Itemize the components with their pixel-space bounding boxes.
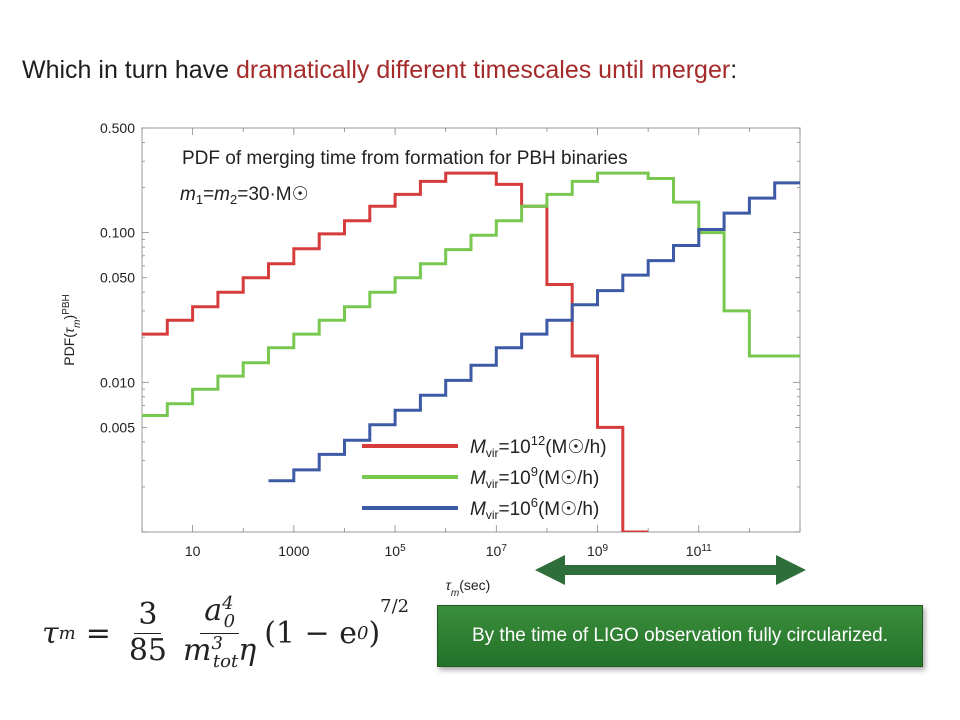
series-line-1 xyxy=(142,171,649,532)
formula-frac-den: m xyxy=(183,632,212,668)
series-line-3 xyxy=(268,181,800,483)
formula-exponent: 7/2 xyxy=(380,596,410,617)
title-prefix: Which in turn have xyxy=(22,56,236,84)
legend-label-3: Mvir=106(M☉/h) xyxy=(470,495,599,522)
series-line-2 xyxy=(142,171,800,417)
y-tick-label: 0.005 xyxy=(100,419,135,435)
y-axis-label: PDF(τm)PBH xyxy=(61,294,83,366)
series-group xyxy=(268,181,800,483)
formula-rest-sub: 0 xyxy=(356,622,369,644)
y-tick-label: 0.010 xyxy=(100,374,135,390)
y-tick-label: 0.050 xyxy=(100,270,135,286)
x-tick-label: 1000 xyxy=(278,543,309,559)
legend-label-2: Mvir=109(M☉/h) xyxy=(470,464,599,491)
series-group xyxy=(142,171,800,417)
series-group xyxy=(142,171,649,532)
slide-title: Which in turn have dramatically differen… xyxy=(22,56,737,85)
ligo-callout-box: By the time of LIGO observation fully ci… xyxy=(437,605,923,667)
y-tick-label: 0.500 xyxy=(100,120,135,136)
plot-frame xyxy=(141,127,801,533)
formula-lhs-sub: m xyxy=(58,622,76,644)
formula-frac-den-sup: 3 xyxy=(211,632,223,654)
formula-frac-num-sup: 4 xyxy=(222,593,234,614)
y-tick-label: 0.100 xyxy=(100,225,135,241)
x-tick-label: 1011 xyxy=(686,543,712,560)
formula-equals: = xyxy=(85,615,111,651)
formula-rest-close: ) xyxy=(368,615,381,651)
formula-coef-den: 85 xyxy=(128,632,168,668)
title-suffix: : xyxy=(730,56,738,84)
legend-label-1: Mvir=1012(M☉/h) xyxy=(470,433,607,460)
formula-frac-num-sub: 0 xyxy=(223,611,236,632)
pdf-merging-time-chart: 0.500 0.100 0.050 0.010 0.005 10 1000 105 107 109… xyxy=(61,120,806,599)
x-tick-label: 10 xyxy=(185,543,201,559)
formula-lhs: τ xyxy=(42,615,59,651)
x-axis-label: τm(sec) xyxy=(446,577,491,599)
formula-coefficient: 3 85 xyxy=(125,598,171,668)
callout-text: By the time of LIGO observation fully ci… xyxy=(471,624,889,646)
double-arrow-left-head xyxy=(535,555,565,585)
formula-rest: (1 − e xyxy=(264,615,357,651)
formula-coef-num: 3 xyxy=(134,598,162,634)
x-tick-label: 105 xyxy=(385,543,407,560)
formula-frac-den-sub: tot xyxy=(212,650,239,672)
title-highlight: dramatically different timescales until … xyxy=(236,56,731,84)
x-tick-label: 107 xyxy=(486,543,508,560)
chart-title: PDF of merging time from formation for P… xyxy=(182,148,628,169)
formula-frac-den-eta: η xyxy=(238,632,257,668)
x-tick-label: 109 xyxy=(587,543,609,560)
chart-subtitle: m1=m2=30·M☉ xyxy=(180,184,309,207)
formula-fraction: a40 m3totη xyxy=(179,593,260,672)
double-arrow-right-head xyxy=(776,555,806,585)
formula-frac-num: a xyxy=(204,593,223,628)
